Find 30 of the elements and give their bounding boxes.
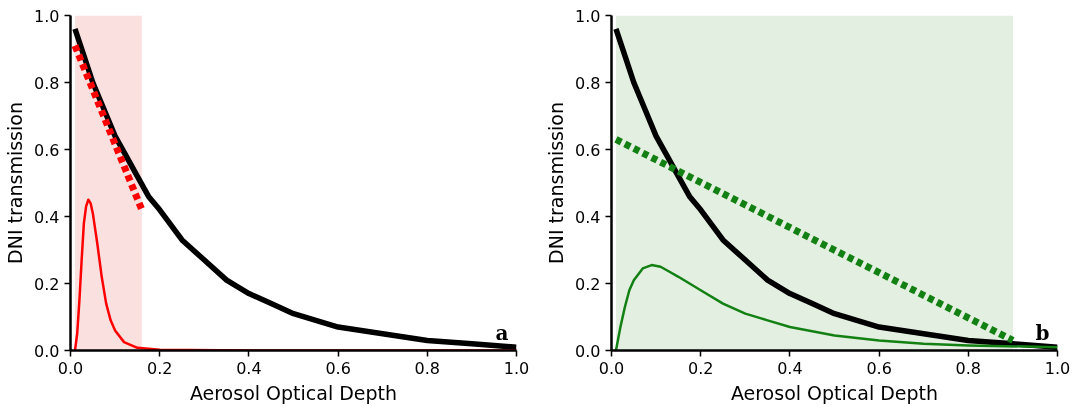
y-axis-title: DNI transmission	[4, 102, 27, 264]
y-tick-label: 1.0	[34, 6, 60, 26]
x-tick-label: 1.0	[1044, 358, 1071, 378]
y-tick-label: 0.6	[34, 140, 60, 160]
x-tick-label: 0.4	[236, 358, 262, 378]
y-tick-label: 0.4	[34, 207, 60, 227]
x-tick-label: 0.6	[325, 358, 351, 378]
x-tick-label: 0.8	[414, 358, 441, 378]
x-axis-title: Aerosol Optical Depth	[730, 381, 939, 404]
y-tick-label: 0.8	[575, 73, 601, 93]
x-axis-title: Aerosol Optical Depth	[189, 381, 398, 404]
y-tick-label: 0.6	[575, 140, 601, 160]
x-tick-label: 0.6	[866, 358, 892, 378]
annotation: a	[495, 320, 509, 345]
x-tick-label: 1.0	[503, 358, 530, 378]
x-tick-label: 0.0	[598, 358, 625, 378]
x-tick-label: 0.4	[777, 358, 803, 378]
y-tick-label: 0.4	[575, 207, 601, 227]
x-tick-label: 0.0	[57, 358, 84, 378]
annotation: b	[1035, 320, 1050, 345]
x-tick-label: 0.8	[955, 358, 982, 378]
x-tick-label: 0.2	[687, 358, 714, 378]
x-tick-label: 0.2	[146, 358, 173, 378]
y-tick-label: 0.0	[34, 341, 60, 361]
y-tick-label: 1.0	[575, 6, 601, 26]
y-tick-label: 0.2	[34, 274, 60, 294]
y-tick-label: 0.8	[34, 73, 60, 93]
y-tick-label: 0.0	[575, 341, 601, 361]
y-axis-title: DNI transmission	[545, 102, 568, 264]
y-tick-label: 0.2	[575, 274, 601, 294]
